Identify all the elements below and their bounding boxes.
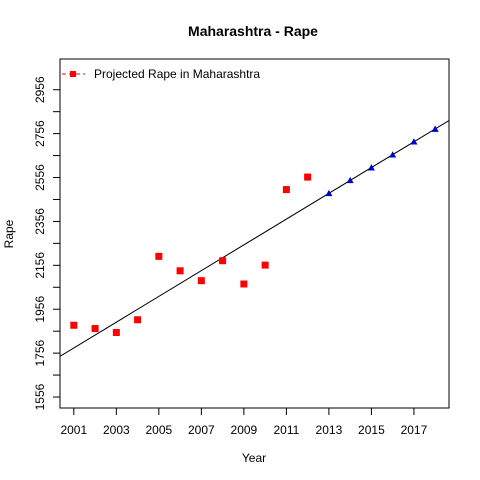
x-tick-label: 2003 — [103, 423, 130, 437]
x-tick-label: 2007 — [188, 423, 215, 437]
y-tick-label: 2756 — [33, 120, 47, 147]
plot-area-frame — [59, 58, 450, 409]
data-point-observed — [219, 257, 227, 265]
legend-square-marker — [70, 71, 76, 77]
data-point-observed — [112, 328, 120, 336]
x-tick-label: 2005 — [145, 423, 172, 437]
data-point-projected — [367, 164, 375, 171]
x-axis-label: Year — [242, 451, 266, 465]
data-point-observed — [134, 316, 142, 324]
y-tick-label: 2356 — [33, 208, 47, 235]
data-point-observed — [282, 186, 290, 194]
y-tick-label: 2156 — [33, 252, 47, 279]
x-tick-label: 2015 — [358, 423, 385, 437]
x-tick-label: 2013 — [316, 423, 343, 437]
legend-entry-label: Projected Rape in Maharashtra — [94, 67, 260, 81]
trend-line — [60, 120, 449, 357]
chart-title: Maharashtra - Rape — [188, 23, 318, 39]
data-point-projected — [346, 176, 354, 184]
data-point-observed — [261, 261, 269, 269]
data-point-observed — [304, 173, 312, 181]
y-tick-label: 1756 — [33, 339, 47, 366]
data-point-observed — [197, 277, 205, 285]
data-point-observed — [176, 267, 184, 275]
x-tick-label: 2001 — [60, 423, 87, 437]
data-point-projected — [431, 125, 439, 132]
data-point-observed — [240, 280, 248, 288]
data-point-observed — [70, 321, 78, 329]
y-tick-label: 2556 — [33, 164, 47, 191]
data-point-observed — [91, 325, 99, 333]
legend: Projected Rape in Maharashtra — [62, 67, 260, 81]
y-tick-label: 1556 — [33, 383, 47, 410]
data-point-projected — [410, 138, 418, 145]
x-tick-label: 2017 — [401, 423, 428, 437]
data-point-projected — [325, 189, 333, 197]
data-point-projected — [389, 151, 397, 158]
data-point-observed — [155, 252, 163, 260]
y-axis-label: Rape — [2, 219, 16, 248]
x-tick-label: 2009 — [231, 423, 258, 437]
x-tick-label: 2011 — [273, 423, 299, 437]
y-tick-label: 1956 — [33, 296, 47, 323]
y-tick-label: 2956 — [33, 76, 47, 103]
